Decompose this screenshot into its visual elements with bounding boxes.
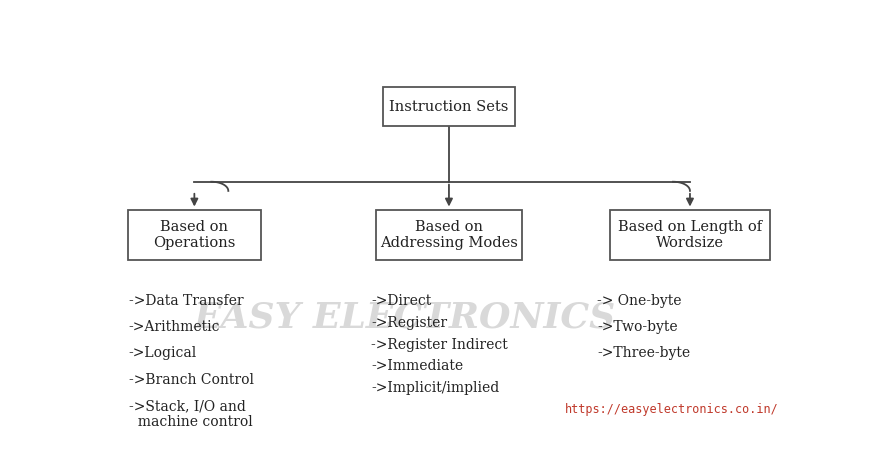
FancyBboxPatch shape (611, 210, 770, 259)
Text: ->Two-byte: ->Two-byte (597, 320, 677, 334)
Text: https://easyelectronics.co.in/: https://easyelectronics.co.in/ (564, 403, 778, 416)
Text: Based on Length of
Wordsize: Based on Length of Wordsize (618, 220, 762, 250)
Text: ->Arithmetic: ->Arithmetic (129, 320, 220, 334)
Text: ->Three-byte: ->Three-byte (597, 347, 690, 360)
Text: ->Immediate: ->Immediate (371, 359, 463, 374)
Text: Instruction Sets: Instruction Sets (389, 99, 509, 114)
Text: Based on
Operations: Based on Operations (153, 220, 236, 250)
Text: ->Direct: ->Direct (371, 294, 431, 307)
Text: Based on
Addressing Modes: Based on Addressing Modes (380, 220, 518, 250)
Text: ->Register: ->Register (371, 316, 447, 329)
Text: ->Branch Control: ->Branch Control (129, 373, 253, 387)
Text: ->Register Indirect: ->Register Indirect (371, 337, 507, 351)
FancyBboxPatch shape (376, 210, 522, 259)
Text: ->Data Transfer: ->Data Transfer (129, 294, 244, 307)
Text: ->Stack, I/O and
  machine control: ->Stack, I/O and machine control (129, 399, 252, 429)
Text: EASY ELECTRONICS: EASY ELECTRONICS (194, 300, 616, 334)
FancyBboxPatch shape (383, 88, 515, 126)
FancyBboxPatch shape (128, 210, 260, 259)
Text: ->Logical: ->Logical (129, 347, 197, 360)
Text: -> One-byte: -> One-byte (597, 294, 682, 307)
Text: ->Implicit/implied: ->Implicit/implied (371, 381, 499, 396)
